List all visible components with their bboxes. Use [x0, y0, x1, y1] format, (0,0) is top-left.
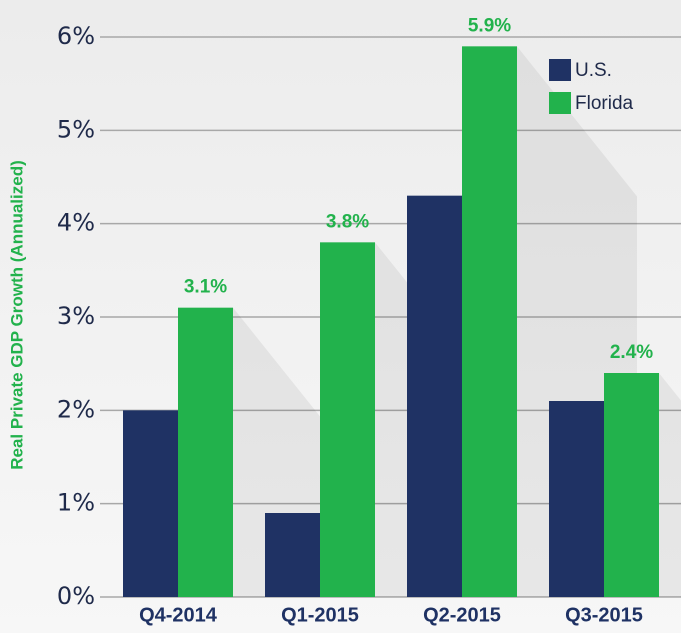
y-tick-label: 0%	[57, 582, 95, 610]
legend-label: U.S.	[575, 60, 612, 81]
y-tick-label: 2%	[57, 395, 95, 423]
bar	[549, 401, 604, 597]
x-tick-label: Q2-2015	[423, 604, 501, 626]
bar	[320, 242, 375, 598]
legend-label: Florida	[575, 93, 634, 114]
data-label: 2.4%	[610, 342, 653, 363]
bar	[123, 410, 178, 597]
bar	[462, 46, 517, 598]
data-label: 3.1%	[184, 277, 227, 298]
data-label: 3.8%	[326, 211, 369, 232]
y-tick-label: 6%	[57, 22, 95, 50]
y-tick-label: 1%	[57, 489, 95, 517]
y-axis-label: Real Private GDP Growth (Annualized)	[7, 160, 26, 470]
legend-swatch	[549, 59, 571, 81]
y-tick-label: 5%	[57, 115, 95, 143]
bar	[407, 195, 462, 597]
x-tick-label: Q4-2014	[139, 604, 218, 626]
y-tick-label: 3%	[57, 302, 95, 330]
data-label: 5.9%	[468, 15, 511, 36]
bar	[178, 307, 233, 597]
bar	[604, 373, 659, 597]
bar	[265, 513, 320, 597]
legend-swatch	[549, 92, 571, 114]
x-tick-label: Q1-2015	[281, 604, 359, 626]
bar-shadow	[659, 373, 681, 597]
x-tick-label: Q3-2015	[565, 604, 643, 626]
y-tick-label: 4%	[57, 209, 95, 237]
